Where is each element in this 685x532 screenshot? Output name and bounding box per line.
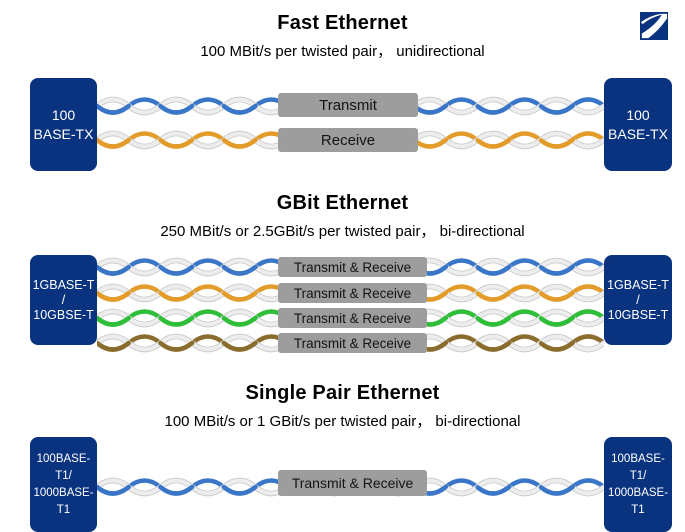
section-subtitle: 100 MBit/s per twisted pair， unidirectio… [200, 43, 485, 60]
device-label-line: 1000BASE-T1 [607, 486, 669, 516]
device-box-left: 100BASE-T1/1000BASE-T1 [30, 437, 97, 532]
device-label-line: 100 [626, 106, 650, 123]
device-box-left: 100 BASE-TX [30, 78, 97, 171]
device-box-right: 1GBASE-T/10GBSE-T [604, 255, 672, 345]
device-box-left: 1GBASE-T/10GBSE-T [30, 255, 97, 345]
device-label-line: 1000BASE-T1 [33, 486, 94, 516]
section-title: Fast Ethernet [277, 12, 408, 34]
pair-direction-label: Transmit & Receive [278, 283, 427, 303]
device-label-line: BASE-TX [608, 125, 668, 142]
section-subtitle: 250 MBit/s or 2.5GBit/s per twisted pair… [160, 223, 525, 240]
section-fast-ethernet: Fast Ethernet 100 MBit/s per twisted pai… [0, 0, 685, 180]
device-label-line: 1GBASE-T [607, 277, 669, 292]
section-gbit-ethernet: GBit Ethernet 250 MBit/s or 2.5GBit/s pe… [0, 180, 685, 370]
pair-direction-label: Transmit & Receive [278, 470, 427, 496]
device-label-line: 10GBSE-T [607, 307, 669, 322]
device-label-line: 100BASE-T1/ [36, 452, 91, 482]
section-title: Single Pair Ethernet [245, 382, 440, 404]
section-title: GBit Ethernet [276, 192, 409, 214]
pair-direction-label: Transmit & Receive [278, 257, 427, 277]
device-box-right: 100 BASE-TX [604, 78, 672, 171]
section-single-pair-ethernet: Single Pair Ethernet 100 MBit/s or 1 GBi… [0, 370, 685, 532]
pair-direction-label: Transmit & Receive [278, 308, 427, 328]
device-label-line: / [61, 292, 66, 307]
device-label-line: / [636, 292, 640, 307]
company-logo-icon [640, 12, 668, 40]
section-subtitle: 100 MBit/s or 1 GBit/s per twisted pair，… [164, 413, 521, 430]
logo-stripe-wide [641, 13, 668, 39]
device-label-line: BASE-TX [33, 125, 94, 142]
device-label-line: 1GBASE-T [32, 277, 95, 292]
device-label-line: 10GBSE-T [33, 307, 94, 322]
logo-stripe-thin [640, 13, 666, 25]
pair-direction-label: Transmit [278, 93, 418, 117]
device-box-right: 100BASE-T1/1000BASE-T1 [604, 437, 672, 532]
device-label-line: 100 [51, 106, 76, 123]
pair-direction-label: Receive [278, 128, 418, 152]
pair-direction-label: Transmit & Receive [278, 333, 427, 353]
device-label-line: 100BASE-T1/ [611, 452, 665, 482]
